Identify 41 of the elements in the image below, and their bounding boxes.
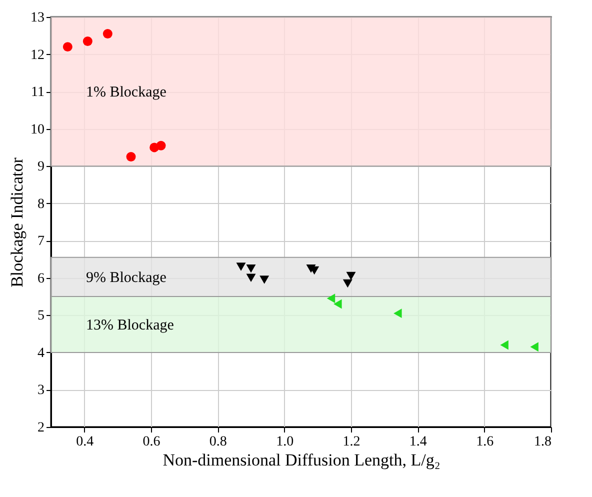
y-tick-label: 4 — [38, 346, 44, 361]
y-tick-label: 9 — [38, 160, 44, 175]
point — [62, 42, 72, 52]
x-tick-label: 0.4 — [76, 434, 94, 450]
point — [342, 279, 352, 288]
y-tick-label: 7 — [38, 234, 44, 250]
x-tick-label: 1.2 — [342, 434, 360, 450]
band-label: 13% Blockage — [86, 318, 174, 334]
band-label: 1% Blockage — [86, 84, 167, 101]
point — [82, 36, 92, 46]
point — [156, 140, 166, 150]
band-label: 9% Blockage — [86, 270, 167, 286]
y-tick-label: 12 — [30, 48, 44, 63]
point — [500, 340, 508, 350]
y-tick-label: 8 — [38, 196, 44, 212]
point — [260, 276, 270, 284]
y-tick-label: 2 — [38, 420, 44, 436]
x-tick-label: 1.6 — [476, 434, 494, 450]
point — [326, 294, 336, 304]
y-tick-label: 5 — [38, 308, 44, 324]
x-tick-label: 1.4 — [409, 434, 427, 450]
y-tick-label: 13 — [30, 10, 44, 26]
y-axis-title: Blockage Indicator — [8, 157, 26, 288]
point — [246, 274, 256, 282]
point — [334, 299, 342, 309]
x-tick-label: 0.6 — [142, 434, 160, 450]
x-axis-title: Non-dimensional Diffusion Length, L/g₂ — [162, 450, 440, 470]
x-tick-label: 1.0 — [276, 434, 294, 450]
y-tick-label: 6 — [38, 271, 44, 286]
point — [102, 29, 112, 39]
x-tick-label: 0.8 — [209, 434, 227, 450]
y-tick-label: 10 — [30, 122, 44, 138]
y-tick-label: 3 — [38, 383, 44, 398]
x-tick-label: 1.8 — [534, 434, 552, 450]
y-tick-label: 11 — [31, 85, 44, 100]
point — [346, 272, 356, 280]
point — [236, 262, 246, 271]
point — [394, 308, 402, 318]
point — [126, 152, 136, 162]
point — [246, 264, 256, 273]
point — [530, 342, 538, 352]
